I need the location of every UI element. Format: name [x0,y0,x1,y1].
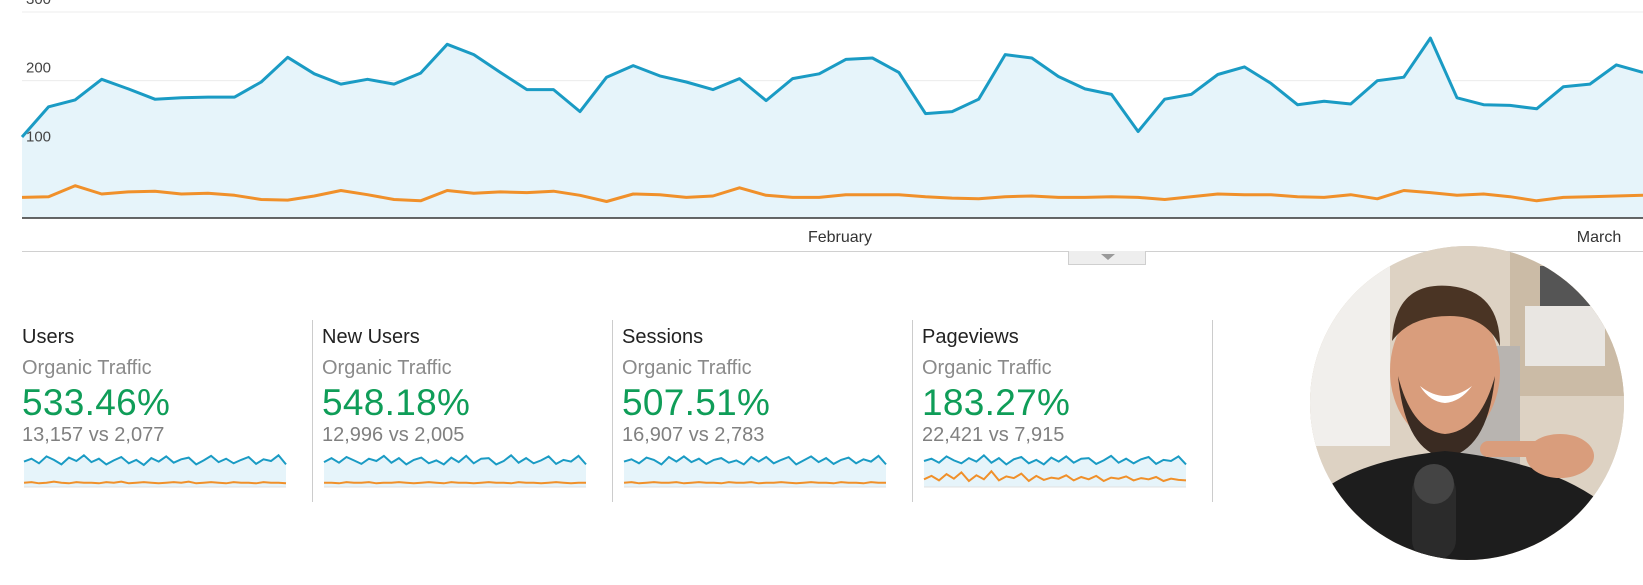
sparkline-secondary-line [923,469,1187,483]
metric-change-percent: 507.51% [622,382,771,423]
sparkline-primary-line [923,453,1187,466]
x-tick-label: March [1577,229,1621,246]
presenter-webcam [1310,246,1624,560]
sparkline-primary-line [623,454,887,466]
chart-bottom-divider [22,251,1643,252]
metric-change-percent: 533.46% [22,382,171,423]
metric-change-percent: 183.27% [922,382,1071,423]
metric-name: Users [22,326,75,348]
x-tick-label: February [808,229,872,246]
sessions-line-chart: 300 200 100 February March [20,0,1643,246]
sparkline-primary-line [323,453,587,466]
y-tick-label: 300 [26,0,51,8]
metric-segment-label: Organic Traffic [622,357,752,379]
metric-card-sessions[interactable]: Sessions Organic Traffic 507.51% 16,907 vs … [622,320,913,502]
sparkline [923,453,1187,488]
metric-segment-label: Organic Traffic [322,357,452,379]
metric-card-pageviews[interactable]: Pageviews Organic Traffic 183.27% 22,421 vs… [922,320,1213,502]
y-tick-label: 200 [26,60,51,77]
sparkline-primary-area [624,455,886,487]
metric-change-percent: 548.18% [322,382,471,423]
primary-series-area [22,38,1643,218]
metric-name: New Users [322,326,420,348]
metric-comparison: 12,996 vs 2,005 [322,424,465,446]
metric-card-new-users[interactable]: New Users Organic Traffic 548.18% 12,996 vs… [322,320,613,502]
metric-card-users[interactable]: Users Organic Traffic 533.46% 13,157 vs 2,0… [22,320,313,502]
metric-comparison: 22,421 vs 7,915 [922,424,1065,446]
chevron-down-icon [1101,254,1115,260]
sparkline-secondary-line [623,481,886,485]
sparkline [23,453,287,488]
sparkline-secondary-line [324,481,586,485]
sparkline-primary-area [24,455,286,487]
primary-series-line [20,36,1643,138]
metric-comparison: 13,157 vs 2,077 [22,424,165,446]
sparkline [623,454,887,488]
chart-collapse-toggle[interactable] [1068,251,1146,265]
metric-segment-label: Organic Traffic [22,357,152,379]
sparkline [323,453,587,488]
metric-comparison: 16,907 vs 2,783 [622,424,765,446]
sparkline-primary-area [324,455,586,487]
metric-name: Pageviews [922,326,1019,348]
y-tick-label: 100 [26,128,51,145]
secondary-series-line [21,184,1643,203]
sparkline-primary-line [23,453,287,467]
metric-name: Sessions [622,326,704,348]
metric-segment-label: Organic Traffic [922,357,1052,379]
sparkline-secondary-line [23,480,287,485]
